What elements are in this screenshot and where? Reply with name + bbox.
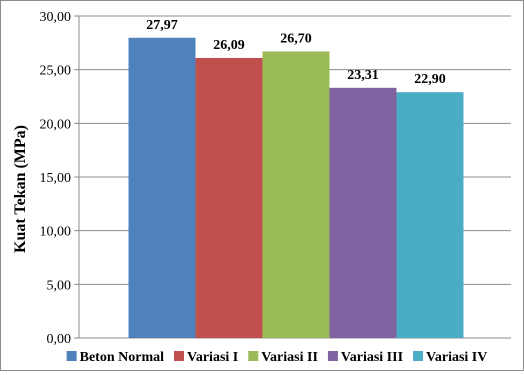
y-tick-label: 0,00: [47, 332, 72, 347]
y-tick-label: 5,00: [47, 278, 72, 293]
legend-label-variasi-iii: Variasi III: [341, 350, 403, 365]
y-tick-label: 10,00: [40, 225, 72, 240]
legend-swatch-variasi-iv: [413, 351, 424, 361]
bar-variasi-iv: [396, 92, 464, 338]
data-label: 26,70: [280, 31, 312, 46]
legend-swatch-variasi-ii: [248, 351, 259, 361]
bar-variasi-ii: [262, 51, 330, 339]
bar-variasi-i: [195, 57, 263, 338]
legend-swatch-beton-normal: [66, 351, 77, 361]
bar-variasi-iii: [329, 87, 397, 338]
data-label: 22,90: [414, 72, 446, 87]
legend-swatch-variasi-i: [174, 351, 185, 361]
legend-swatch-variasi-iii: [327, 351, 338, 361]
data-label: 26,09: [213, 38, 245, 53]
legend: Beton Normal Variasi I Variasi II Variasi I…: [66, 350, 487, 365]
y-axis-title: Kuat Tekan (MPa): [12, 125, 29, 253]
bars: [128, 37, 464, 339]
y-tick-label: 20,00: [40, 117, 72, 132]
y-tick-label: 15,00: [40, 171, 72, 186]
legend-label-beton-normal: Beton Normal: [80, 350, 164, 365]
y-tick-label: 25,00: [40, 64, 72, 79]
data-label: 23,31: [347, 68, 379, 83]
y-tick-labels: 0,00 5,00 10,00 15,00 20,00 25,00 30,00: [40, 10, 72, 347]
legend-label-variasi-iv: Variasi IV: [426, 350, 487, 365]
data-label: 27,97: [146, 18, 178, 33]
data-labels: 27,97 26,09 26,70 23,31 22,90: [146, 18, 446, 87]
bar-beton-normal: [128, 37, 196, 338]
legend-label-variasi-ii: Variasi II: [261, 350, 318, 365]
y-tick-label: 30,00: [40, 10, 72, 25]
legend-label-variasi-i: Variasi I: [187, 350, 238, 365]
